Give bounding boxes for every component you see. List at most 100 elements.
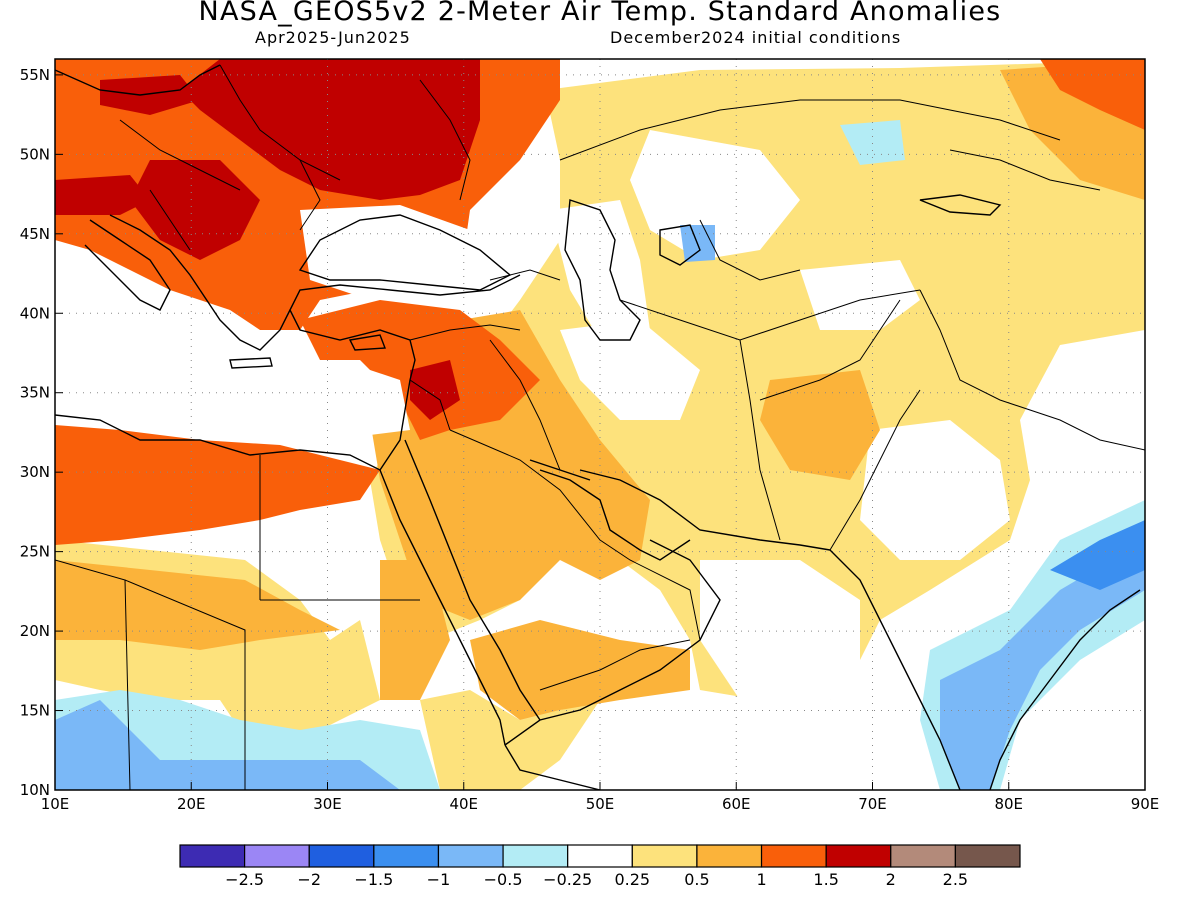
- colorbar-swatch: [631, 844, 698, 868]
- colorbar-label: 1.5: [813, 870, 838, 889]
- field-neutral-tarim: [800, 260, 920, 330]
- borders: [55, 64, 1145, 790]
- colorbar-swatch: [244, 844, 310, 868]
- field-neg2-india-east: [940, 540, 1145, 790]
- field-neutral-arabia-east: [700, 560, 860, 720]
- y-tick-label: 40N: [20, 304, 50, 322]
- border-afghan-pak: [759, 299, 901, 401]
- colorbar-label: 0.25: [614, 870, 650, 889]
- colorbar-label: 2: [886, 870, 896, 889]
- coast-italy: [84, 219, 171, 311]
- colorbar: −2.5 −2 −1.5 −1 −0.5 −0.25 0.25 0.5 1 1.5 2 2.5: [179, 844, 1021, 889]
- field-pos4-west: [55, 175, 150, 215]
- colorbar-label: −2.5: [225, 870, 264, 889]
- y-tick-label: 25N: [20, 543, 50, 561]
- colorbar-label: −2: [297, 870, 321, 889]
- border-libya-chad: [124, 579, 246, 790]
- border-europe-b: [219, 64, 341, 181]
- y-tick-label: 55N: [20, 66, 50, 84]
- coast-gulf: [539, 469, 691, 561]
- x-tick-label: 10E: [41, 795, 70, 813]
- field-neg3-bay: [1050, 520, 1145, 590]
- x-tick-label: 30E: [313, 795, 342, 813]
- y-tick-label: 10N: [20, 781, 50, 799]
- coast-cyprus: [348, 334, 386, 351]
- border-caucasus: [489, 269, 561, 281]
- anomaly-fields: [55, 59, 1145, 790]
- field-neutral-iran: [560, 320, 700, 420]
- y-tick-label: 20N: [20, 622, 50, 640]
- field-pos3-northeast: [1040, 59, 1145, 130]
- field-neutral-mediterranean: [55, 310, 410, 440]
- x-tick-label: 60E: [722, 795, 751, 813]
- coast-greece: [199, 289, 291, 351]
- map-title: NASA_GEOS5v2 2-Meter Air Temp. Standard …: [198, 0, 1002, 27]
- colorbar-swatch: [760, 844, 827, 868]
- x-tick-label: 70E: [858, 795, 887, 813]
- field-pos2-pakistan: [760, 370, 880, 480]
- field-pos1-south: [420, 690, 600, 790]
- x-tick-label: 40E: [449, 795, 478, 813]
- coast-balkhash: [919, 194, 1002, 216]
- coast-arabia-south: [504, 539, 721, 746]
- border-china: [919, 289, 1145, 451]
- coast-india-west: [829, 549, 961, 790]
- colorbar-label: −0.5: [484, 870, 523, 889]
- coastlines: [55, 64, 1141, 790]
- field-pos4-eastern-europe: [180, 59, 480, 200]
- field-neg1-kazakh: [840, 120, 905, 165]
- y-tick-label: 35N: [20, 384, 50, 402]
- coast-crete: [229, 357, 273, 369]
- field-pos4-syria: [410, 360, 460, 420]
- coast-iran-south: [579, 469, 831, 551]
- border-europe-c: [299, 159, 321, 231]
- colorbar-label: 0.5: [684, 870, 709, 889]
- y-tick-label: 30N: [20, 463, 50, 481]
- border-algeria: [55, 559, 131, 790]
- border-mongolia: [949, 149, 1101, 191]
- x-tick-label: 20E: [177, 795, 206, 813]
- graticule: [55, 59, 1145, 790]
- coast-adriatic: [109, 214, 201, 291]
- border-russia-ukraine: [419, 79, 471, 201]
- field-pos2-red-sea: [380, 560, 450, 700]
- colorbar-label: 1: [756, 870, 766, 889]
- border-europe-a: [119, 119, 241, 191]
- colorbar-swatch: [890, 844, 956, 868]
- field-neg2-africa: [55, 700, 400, 790]
- colorbar-swatch: [696, 844, 763, 868]
- coast-red-sea-east: [404, 439, 541, 721]
- border-jordan: [409, 379, 451, 431]
- border-central-asia: [619, 289, 921, 341]
- colorbar-swatch: [179, 844, 246, 868]
- field-neutral-india: [860, 420, 1010, 560]
- border-kazakh: [559, 99, 1061, 161]
- colorbar-swatch: [437, 844, 504, 868]
- x-tick-label: 90E: [1131, 795, 1160, 813]
- coast-red-sea: [379, 469, 506, 746]
- coast-india-east: [989, 589, 1141, 790]
- coast-north-africa: [55, 409, 406, 471]
- border-yemen: [539, 639, 691, 691]
- colorbar-swatch: [373, 844, 440, 868]
- x-tick-label: 80E: [994, 795, 1023, 813]
- border-iran-afghan: [739, 339, 781, 541]
- field-pos2-arabia-south: [470, 620, 690, 720]
- y-tick-label: 45N: [20, 225, 50, 243]
- field-pos4-baltic: [100, 75, 200, 115]
- colorbar-swatch: [954, 844, 1021, 868]
- field-pos3-sahara: [55, 425, 380, 545]
- coast-aral: [659, 224, 701, 266]
- x-tick-label: 50E: [586, 795, 615, 813]
- border-europe-d: [149, 189, 191, 251]
- colorbar-swatch: [825, 844, 892, 868]
- colorbar-swatch: [567, 844, 633, 868]
- colorbar-label: 2.5: [943, 870, 968, 889]
- axis-ticks: 10E 20E 30E 40E 50E 60E 70E 80E 90E 10N 15N 20N 25N 3…: [20, 66, 1160, 813]
- field-pos4-balkans: [130, 160, 260, 260]
- field-neutral-black-sea: [300, 205, 490, 300]
- border-uzbek: [699, 219, 801, 281]
- colorbar-label: −1.5: [354, 870, 393, 889]
- coast-africa-horn: [504, 744, 601, 790]
